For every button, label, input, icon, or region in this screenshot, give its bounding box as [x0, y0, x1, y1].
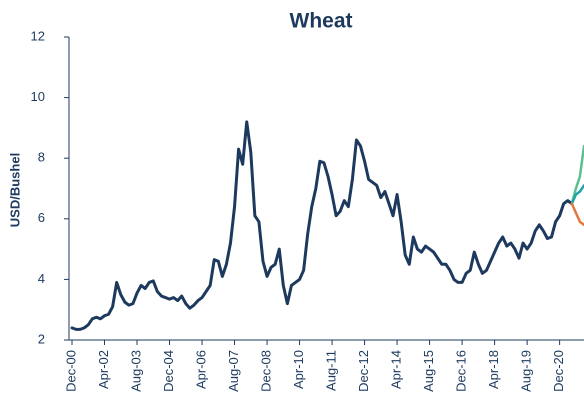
x-tick-label: Aug-07	[226, 350, 241, 392]
x-tick-label: Dec-12	[356, 350, 371, 392]
x-tick-label: Apr-18	[486, 350, 501, 389]
x-tick-label: Dec-00	[63, 350, 78, 392]
x-tick-label: Dec-04	[161, 350, 176, 392]
series-line	[70, 120, 574, 331]
x-tick-label: Aug-03	[128, 350, 143, 392]
x-tick-label: Apr-06	[193, 350, 208, 389]
y-tick-label: 12	[31, 28, 45, 43]
y-tick-label: 8	[38, 150, 45, 165]
x-tick-label: Dec-08	[258, 350, 273, 392]
x-tick-label: Aug-19	[519, 350, 534, 392]
chart-title: Wheat	[290, 10, 353, 33]
y-axis-label: USD/Bushel	[7, 153, 22, 227]
x-tick-label: Apr-10	[291, 350, 306, 389]
x-tick-label: Apr-02	[96, 350, 111, 389]
series-line	[570, 202, 584, 227]
y-tick-label: 2	[38, 331, 45, 346]
x-tick-label: Aug-11	[324, 350, 339, 391]
x-tick-label: Apr-14	[389, 350, 404, 389]
series-line	[570, 184, 584, 205]
y-tick-label: 6	[38, 210, 45, 225]
x-tick-label: Aug-15	[421, 350, 436, 392]
y-tick-label: 4	[38, 271, 45, 286]
x-tick-label: Dec-16	[454, 350, 469, 392]
x-tick-label: Dec-20	[551, 350, 566, 392]
y-tick-label: 10	[31, 89, 45, 104]
series-line	[570, 144, 584, 205]
